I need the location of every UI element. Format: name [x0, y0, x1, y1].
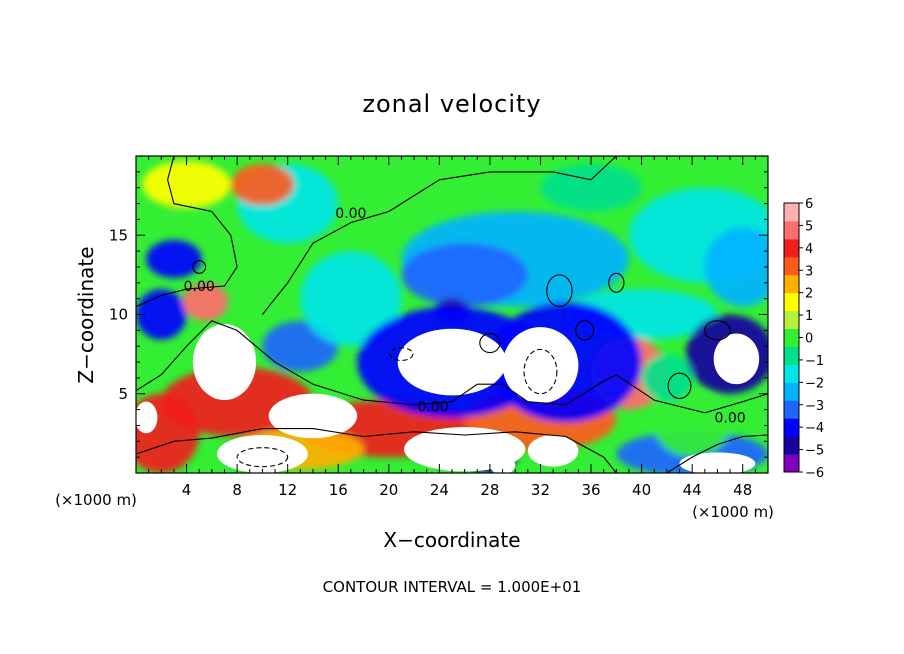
saturated-core [527, 434, 579, 467]
y-axis-label: Z−coordinate [74, 246, 98, 383]
colorbar-swatch [784, 436, 799, 455]
contour-island [479, 332, 501, 354]
field-region [300, 251, 402, 347]
negative-contour [236, 447, 289, 468]
colorbar-tick-label: 4 [805, 242, 813, 257]
field-region [401, 243, 528, 307]
contour-label: 0.00 [335, 206, 366, 222]
colorbar-tick-label: −5 [805, 444, 824, 459]
x-tick-label: 36 [581, 481, 600, 499]
colorbar-tick-label: −6 [805, 466, 824, 481]
x-axis: 4 8 12 16 20 24 28 32 36 40 44 48 [148, 156, 756, 499]
x-unit-label: (×1000 m) [55, 491, 137, 509]
colorbar-swatch [784, 454, 799, 473]
x-tick-label: 24 [430, 481, 449, 499]
contour-island [546, 274, 573, 308]
contour-interval-note: CONTOUR INTERVAL = 1.000E+01 [323, 578, 582, 596]
x-tick-label: 40 [632, 481, 651, 499]
y-axis: 5 10 15 [109, 171, 768, 458]
field-region [230, 163, 294, 206]
heatmap-field [136, 156, 768, 473]
colorbar-tick-label: 6 [805, 197, 813, 212]
chart-title: zonal velocity [362, 90, 541, 118]
colorbar-swatch [784, 346, 799, 365]
field-region [540, 163, 642, 212]
x-unit-label-right: (×1000 m) [692, 503, 774, 521]
colorbar-swatch [784, 310, 799, 330]
colorbar-swatch [784, 203, 799, 222]
contour-label: 0.00 [417, 399, 448, 415]
contour-island [667, 372, 692, 400]
contour-island [608, 272, 625, 293]
saturated-core [679, 452, 756, 473]
zero-contour [666, 434, 768, 473]
field-region [142, 160, 231, 209]
field-region [136, 289, 187, 340]
saturated-core [489, 455, 516, 473]
saturated-core [713, 333, 760, 385]
x-axis-label: X−coordinate [383, 528, 520, 552]
colorbar-tick-label: 1 [805, 309, 813, 324]
x-tick-label: 32 [531, 481, 550, 499]
field-region [136, 393, 200, 473]
x-tick-label: 28 [480, 481, 499, 499]
contour-island [575, 320, 595, 341]
zero-contour [136, 320, 768, 414]
negative-contour [523, 348, 558, 395]
x-tick-label: 16 [329, 481, 348, 499]
saturated-core [192, 324, 257, 401]
contour-island [704, 320, 731, 341]
colorbar-swatch [784, 328, 799, 347]
colorbar-swatch [784, 292, 799, 312]
colorbar-swatch [784, 364, 799, 383]
negative-contour [389, 347, 414, 362]
contour-label: 0.00 [714, 411, 745, 427]
colorbar-swatch [784, 220, 799, 240]
colorbar-tick-label: −4 [805, 421, 824, 436]
field-region [641, 354, 693, 402]
saturated-core [268, 393, 358, 439]
y-tick-label: 5 [118, 385, 128, 403]
y-tick-label: 10 [109, 306, 128, 324]
colorbar-tick-label: −2 [805, 376, 824, 391]
contour-label: 0.00 [184, 279, 215, 295]
field-region [182, 282, 229, 321]
colorbar-swatch [784, 382, 799, 401]
colorbar: 6 5 4 3 2 1 0 −1 −2 −3 −4 −5 −6 [783, 197, 824, 481]
colorbar-swatch [784, 274, 799, 294]
colorbar-tick-label: 0 [805, 332, 813, 347]
x-tick-label: 48 [733, 481, 752, 499]
x-tick-label: 44 [683, 481, 702, 499]
colorbar-tick-label: −1 [805, 354, 824, 369]
colorbar-tick-label: 5 [805, 219, 813, 234]
x-tick-label: 8 [232, 481, 242, 499]
saturated-core [216, 434, 308, 473]
zero-contour [136, 156, 238, 308]
field-region [704, 227, 768, 307]
saturated-core [136, 401, 158, 434]
field-region [654, 393, 731, 458]
y-tick-label: 15 [109, 226, 128, 244]
contour-island [192, 260, 207, 274]
colorbar-swatch [784, 418, 799, 437]
zero-contour [261, 156, 617, 315]
x-tick-label: 4 [182, 481, 192, 499]
x-tick-label: 12 [278, 481, 297, 499]
colorbar-tick-label: −3 [805, 399, 824, 414]
zero-contour [136, 428, 617, 473]
colorbar-swatch [784, 238, 799, 258]
colorbar-swatch [784, 400, 799, 419]
colorbar-swatch [784, 256, 799, 276]
x-tick-label: 20 [379, 481, 398, 499]
saturated-core [397, 328, 507, 396]
colorbar-tick-label: 3 [805, 264, 813, 279]
colorbar-tick-label: 2 [805, 287, 813, 302]
saturated-core [502, 327, 579, 404]
field-region [146, 240, 202, 279]
